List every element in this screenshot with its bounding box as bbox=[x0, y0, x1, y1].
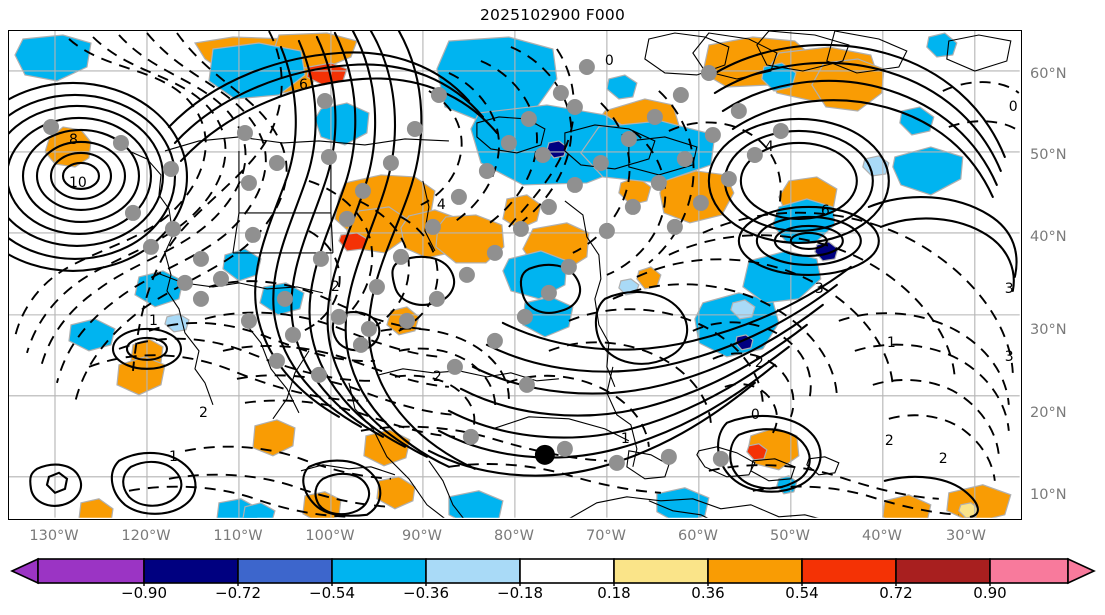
colorbar-tick--0.18: −0.18 bbox=[497, 584, 543, 602]
colorbar-swatch-5 bbox=[519, 558, 615, 584]
svg-text:0: 0 bbox=[751, 407, 760, 423]
svg-text:2: 2 bbox=[433, 369, 442, 385]
ytick-10n: 10°N bbox=[1030, 487, 1067, 503]
svg-text:6: 6 bbox=[299, 77, 308, 93]
colorbar-tick-0.72: 0.72 bbox=[879, 584, 913, 602]
chart-title: 2025102900 F000 bbox=[479, 6, 626, 24]
svg-text:2: 2 bbox=[885, 433, 894, 449]
colorbar-over-arrow bbox=[1067, 557, 1096, 585]
colorbar[interactable] bbox=[0, 556, 1105, 586]
station-marker-highlight bbox=[534, 444, 555, 465]
xtick-130w: 130°W bbox=[29, 528, 79, 544]
svg-text:6: 6 bbox=[821, 203, 830, 219]
svg-text:1: 1 bbox=[169, 449, 178, 465]
svg-text:3: 3 bbox=[815, 281, 824, 297]
colorbar-swatch-4 bbox=[425, 558, 521, 584]
ytick-60n: 60°N bbox=[1030, 66, 1067, 82]
xtick-70w: 70°W bbox=[585, 528, 627, 544]
svg-text:2: 2 bbox=[755, 355, 764, 371]
svg-text:4: 4 bbox=[765, 139, 774, 155]
svg-text:3: 3 bbox=[1005, 349, 1014, 365]
contour-label-layer: 8 10 6 4 4 6 3 3 2 1 2 0 2 3 2 2 2 bbox=[69, 53, 1018, 467]
colorbar-swatch-1 bbox=[143, 558, 239, 584]
xtick-40w: 40°W bbox=[861, 528, 903, 544]
svg-text:0: 0 bbox=[605, 53, 614, 69]
svg-text:1: 1 bbox=[149, 313, 158, 329]
colorbar-tick--0.90: −0.90 bbox=[121, 584, 167, 602]
station-marker-layer bbox=[42, 58, 789, 471]
xtick-30w: 30°W bbox=[945, 528, 987, 544]
colorbar-swatch-9 bbox=[895, 558, 991, 584]
colorbar-swatch-7 bbox=[707, 558, 803, 584]
xtick-90w: 90°W bbox=[401, 528, 443, 544]
colorbar-swatch-10 bbox=[989, 558, 1069, 584]
colorbar-under-arrow bbox=[10, 557, 39, 585]
svg-text:3: 3 bbox=[1005, 281, 1014, 297]
colorbar-swatch-6 bbox=[613, 558, 709, 584]
svg-text:1: 1 bbox=[887, 335, 896, 351]
map-plot-area[interactable]: 8 10 6 4 4 6 3 3 2 1 2 0 2 3 2 2 2 bbox=[8, 30, 1022, 520]
svg-text:2: 2 bbox=[939, 451, 948, 467]
contour-solid-layer bbox=[9, 31, 1018, 518]
map-canvas: 8 10 6 4 4 6 3 3 2 1 2 0 2 3 2 2 2 bbox=[9, 31, 1020, 518]
colorbar-swatch-3 bbox=[331, 558, 427, 584]
xtick-50w: 50°W bbox=[769, 528, 811, 544]
colorbar-tick-0.18: 0.18 bbox=[597, 584, 631, 602]
svg-text:2: 2 bbox=[199, 405, 208, 421]
xtick-80w: 80°W bbox=[493, 528, 535, 544]
svg-text:10: 10 bbox=[69, 175, 87, 191]
svg-text:0: 0 bbox=[1009, 99, 1018, 115]
xtick-120w: 120°W bbox=[121, 528, 171, 544]
ytick-50n: 50°N bbox=[1030, 147, 1067, 163]
ytick-40n: 40°N bbox=[1030, 229, 1067, 245]
colorbar-tick--0.72: −0.72 bbox=[215, 584, 261, 602]
colorbar-swatch-8 bbox=[801, 558, 897, 584]
ytick-30n: 30°N bbox=[1030, 322, 1067, 338]
colorbar-tick-0.54: 0.54 bbox=[785, 584, 819, 602]
colorbar-tick-0.90: 0.90 bbox=[973, 584, 1007, 602]
svg-text:4: 4 bbox=[437, 197, 446, 213]
colorbar-swatch-2 bbox=[237, 558, 333, 584]
colorbar-tick--0.54: −0.54 bbox=[309, 584, 355, 602]
xtick-60w: 60°W bbox=[677, 528, 719, 544]
xtick-100w: 100°W bbox=[305, 528, 355, 544]
colorbar-swatch-0 bbox=[37, 558, 145, 584]
svg-text:8: 8 bbox=[69, 132, 78, 148]
colorbar-canvas bbox=[10, 557, 1096, 586]
svg-text:2: 2 bbox=[331, 279, 340, 295]
colorbar-tick--0.36: −0.36 bbox=[403, 584, 449, 602]
contour-dashed-layer bbox=[14, 31, 1020, 518]
xtick-110w: 110°W bbox=[213, 528, 263, 544]
svg-text:1: 1 bbox=[621, 431, 630, 447]
colorbar-tick-0.36: 0.36 bbox=[691, 584, 725, 602]
colorbar-ticks bbox=[143, 583, 991, 586]
ytick-20n: 20°N bbox=[1030, 405, 1067, 421]
